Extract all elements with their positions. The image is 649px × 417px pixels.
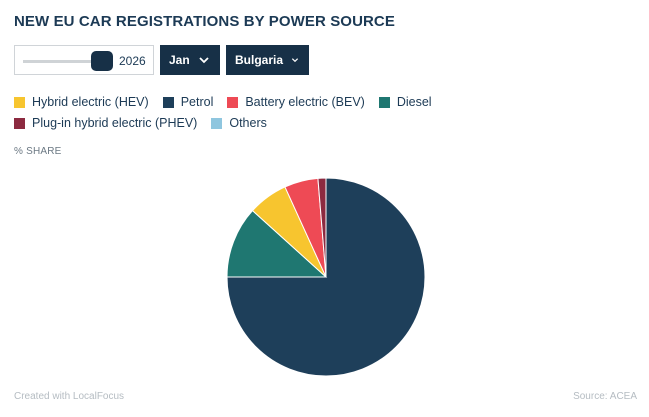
legend-item-diesel[interactable]: Diesel (378, 94, 432, 110)
source-text: Source: ACEA (573, 391, 637, 402)
legend-item-phev[interactable]: Plug-in hybrid electric (PHEV) (14, 115, 197, 131)
legend-label: Plug-in hybrid electric (PHEV) (32, 116, 198, 130)
credit-link[interactable]: Created with LocalFocus (14, 391, 125, 402)
chevron-down-icon (291, 58, 299, 63)
legend-item-others[interactable]: Others (211, 115, 267, 131)
chart-legend: Hybrid electric (HEV) Petrol Battery ele… (14, 94, 634, 131)
pie-slice-diesel[interactable] (226, 209, 328, 278)
country-dropdown[interactable]: Bulgaria (226, 45, 309, 75)
legend-swatch (14, 117, 25, 129)
slider-year-value: 2026 (119, 54, 146, 68)
legend-swatch (211, 117, 223, 129)
pie-chart (226, 177, 426, 377)
legend-label: Hybrid electric (HEV) (32, 95, 149, 109)
legend-label: Others (229, 116, 267, 130)
pie-slice-plug-in-hybrid-electric-phev[interactable] (317, 177, 327, 278)
legend-swatch (14, 96, 25, 108)
month-dropdown[interactable]: Jan (160, 45, 220, 75)
legend-item-hev[interactable]: Hybrid electric (HEV) (14, 94, 149, 110)
country-dropdown-label: Bulgaria (235, 53, 284, 67)
chart-controls: 2026 Jan Bulgaria (14, 45, 309, 75)
legend-swatch (227, 96, 239, 108)
month-dropdown-label: Jan (169, 53, 190, 67)
chevron-down-icon (199, 57, 209, 64)
chart-title: NEW EU CAR REGISTRATIONS BY POWER SOURCE (14, 13, 395, 30)
year-slider[interactable]: 2026 (14, 45, 154, 75)
legend-item-petrol[interactable]: Petrol (162, 94, 214, 110)
legend-swatch (378, 96, 390, 108)
legend-label: Petrol (180, 95, 214, 109)
legend-label: Diesel (396, 95, 432, 109)
slider-track[interactable] (23, 60, 107, 63)
unit-label: % SHARE (14, 146, 62, 157)
legend-item-bev[interactable]: Battery electric (BEV) (227, 94, 365, 110)
legend-swatch (162, 96, 174, 108)
slider-thumb[interactable] (91, 51, 113, 71)
legend-label: Battery electric (BEV) (245, 95, 365, 109)
